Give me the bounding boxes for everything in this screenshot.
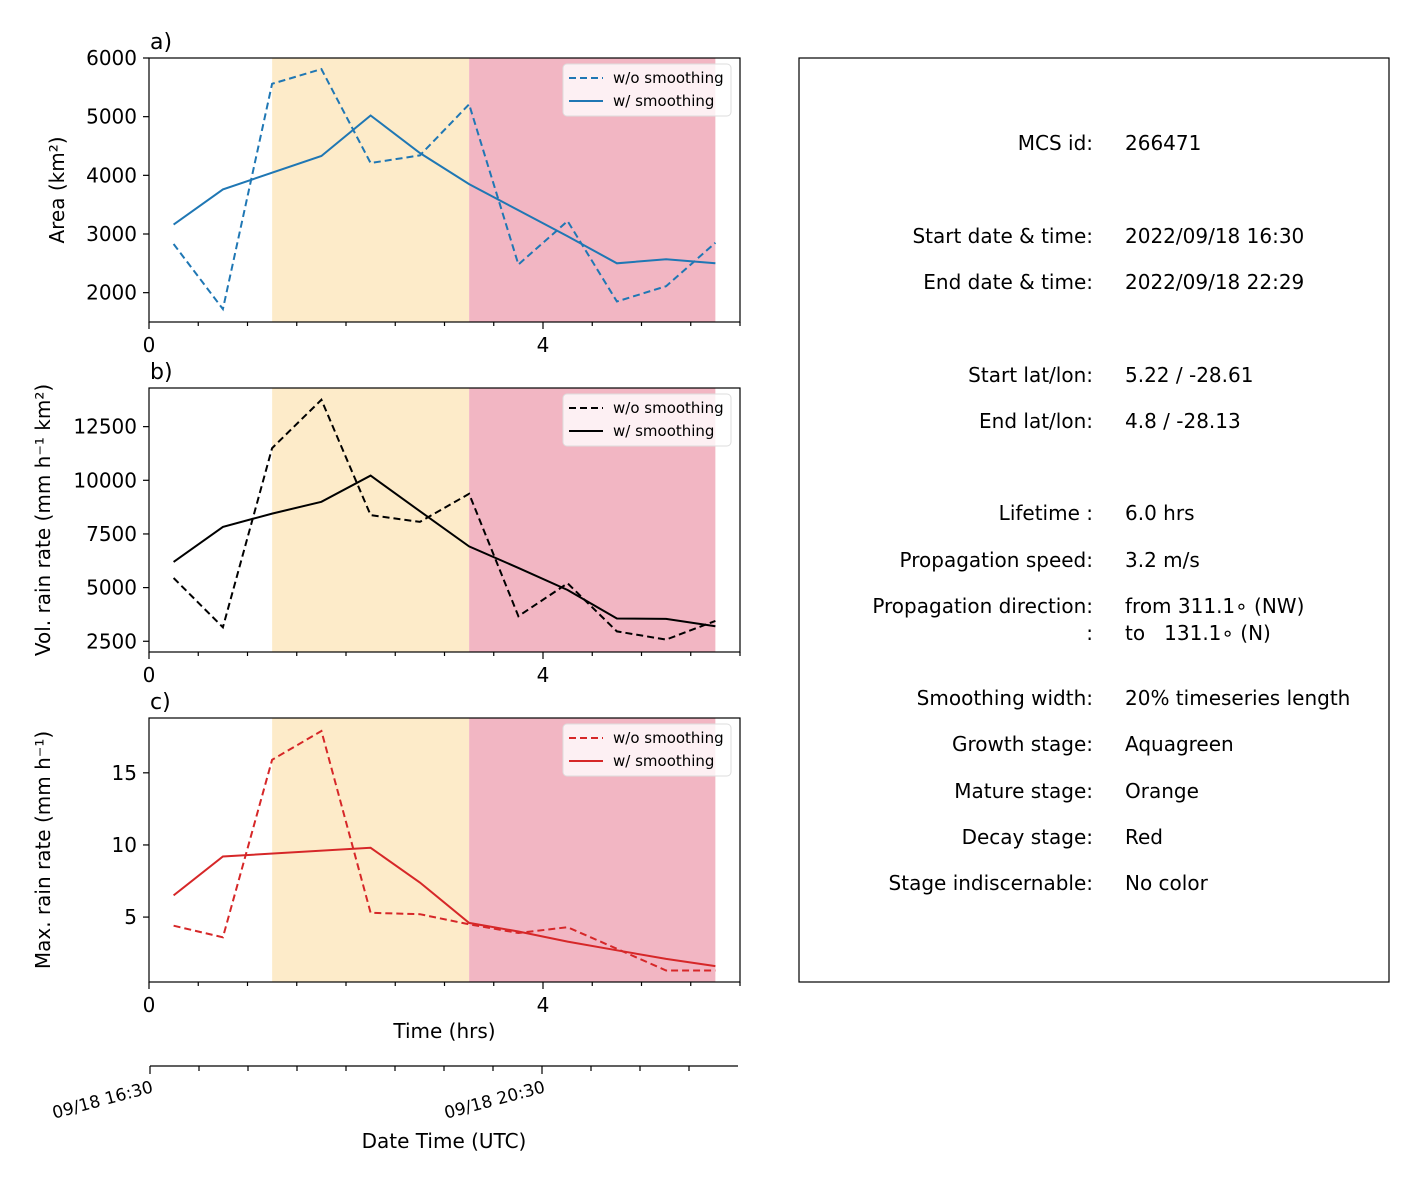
info-key: End date & time:	[923, 270, 1093, 294]
info-value: Aquagreen	[1125, 732, 1234, 756]
info-value: 6.0 hrs	[1125, 501, 1194, 525]
info-value: 3.2 m/s	[1125, 548, 1200, 572]
x-tick-label: 0	[143, 663, 156, 687]
info-key: End lat/lon:	[979, 409, 1093, 433]
series-line-with-smoothing	[173, 474, 716, 628]
legend: w/o smoothing w/ smoothing	[562, 723, 732, 777]
series-line-without-smoothing	[172, 67, 717, 312]
info-key: Mature stage:	[954, 779, 1093, 803]
info-value: Red	[1125, 825, 1163, 849]
legend-box	[562, 393, 732, 447]
stage-band-mature-stage	[272, 58, 470, 322]
panel-label: a)	[150, 30, 172, 55]
legend-label: w/o smoothing	[613, 729, 724, 747]
date-axis-title: Date Time (UTC)	[362, 1129, 527, 1153]
legend-label: w/ smoothing	[613, 92, 714, 110]
info-value: 2022/09/18 22:29	[1125, 270, 1304, 294]
legend-box	[562, 723, 732, 777]
info-value: Orange	[1125, 779, 1199, 803]
y-axis-title: Area (km²)	[45, 136, 69, 243]
x-axis-title: Time (hrs)	[392, 1019, 495, 1043]
y-axis-title: Max. rain rate (mm h⁻¹)	[31, 731, 55, 969]
info-key: Stage indiscernable:	[889, 871, 1093, 895]
y-tick-label: 2500	[86, 629, 137, 653]
legend-box	[562, 63, 732, 117]
series-line-with-smoothing	[173, 114, 716, 265]
y-tick-label: 7500	[86, 522, 137, 546]
x-tick-label: 4	[537, 663, 550, 687]
series-line-without-smoothing	[172, 398, 716, 641]
chart-panels: 2000 3000 4000 5000 6000 0 4 a) Area (km²) w/o sm…	[31, 30, 741, 1043]
info-value: 4.8 / -28.13	[1125, 409, 1241, 433]
panel-label: c)	[150, 690, 171, 715]
panel-b: 2500 5000 7500 10000 12500 0 4 b) Vol. rain rate…	[31, 360, 741, 687]
panel-c: 5 10 15 0 4 c) Max. rain rate (mm h⁻¹) Time (hr…	[31, 690, 741, 1043]
info-value: 266471	[1125, 131, 1201, 155]
info-key: Growth stage:	[952, 732, 1093, 756]
info-key: Smoothing width:	[917, 686, 1093, 710]
legend: w/o smoothing w/ smoothing	[562, 63, 732, 117]
info-key: Lifetime :	[999, 501, 1093, 525]
legend-label: w/ smoothing	[613, 422, 714, 440]
legend: w/o smoothing w/ smoothing	[562, 393, 732, 447]
info-value: from 311.1∘ (NW)	[1125, 594, 1304, 618]
info-panel: MCS id: 266471 Start date & time: 2022/09/1…	[798, 57, 1390, 983]
y-tick-label: 5	[124, 905, 137, 929]
x-tick-label: 4	[537, 333, 550, 357]
x-tick-label: 0	[143, 333, 156, 357]
legend-label: w/o smoothing	[613, 69, 724, 87]
info-box	[798, 57, 1390, 983]
panel-a: 2000 3000 4000 5000 6000 0 4 a) Area (km²) w/o sm…	[45, 30, 741, 357]
info-value: 2022/09/18 16:30	[1125, 224, 1304, 248]
info-value: 20% timeseries length	[1125, 686, 1350, 710]
info-value: No color	[1125, 871, 1209, 895]
info-key: Start date & time:	[912, 224, 1093, 248]
x-tick-label: 0	[143, 993, 156, 1017]
y-tick-label: 2000	[86, 281, 137, 305]
legend-label: w/ smoothing	[613, 752, 714, 770]
info-key: Propagation speed:	[900, 548, 1093, 572]
y-tick-label: 5000	[86, 105, 137, 129]
info-key: Propagation direction:	[872, 594, 1093, 618]
date-tick-label: 09/18 16:30	[50, 1078, 155, 1124]
x-tick-label: 4	[537, 993, 550, 1017]
date-tick-label: 09/18 20:30	[442, 1078, 547, 1124]
info-value: 5.22 / -28.61	[1125, 363, 1253, 387]
y-tick-label: 6000	[86, 46, 137, 70]
info-key: Start lat/lon:	[968, 363, 1093, 387]
y-axis-title: Vol. rain rate (mm h⁻¹ km²)	[31, 384, 55, 656]
legend-label: w/o smoothing	[613, 399, 724, 417]
y-tick-label: 12500	[73, 415, 137, 439]
stage-band-mature-stage	[272, 718, 470, 982]
info-key: MCS id:	[1018, 131, 1093, 155]
stage-band-mature-stage	[272, 388, 470, 652]
info-key: :	[1086, 621, 1093, 645]
y-tick-label: 10	[112, 833, 137, 857]
date-axis: 09/18 16:30 09/18 20:30 Date Time (UTC)	[50, 1065, 738, 1153]
series-line-with-smoothing	[172, 846, 716, 968]
y-tick-label: 4000	[86, 163, 137, 187]
y-tick-label: 10000	[73, 468, 137, 492]
y-tick-label: 3000	[86, 222, 137, 246]
info-value: to 131.1∘ (N)	[1125, 621, 1271, 645]
info-key: Decay stage:	[962, 825, 1093, 849]
y-tick-label: 5000	[86, 576, 137, 600]
y-tick-label: 15	[112, 761, 137, 785]
panel-label: b)	[150, 360, 173, 385]
